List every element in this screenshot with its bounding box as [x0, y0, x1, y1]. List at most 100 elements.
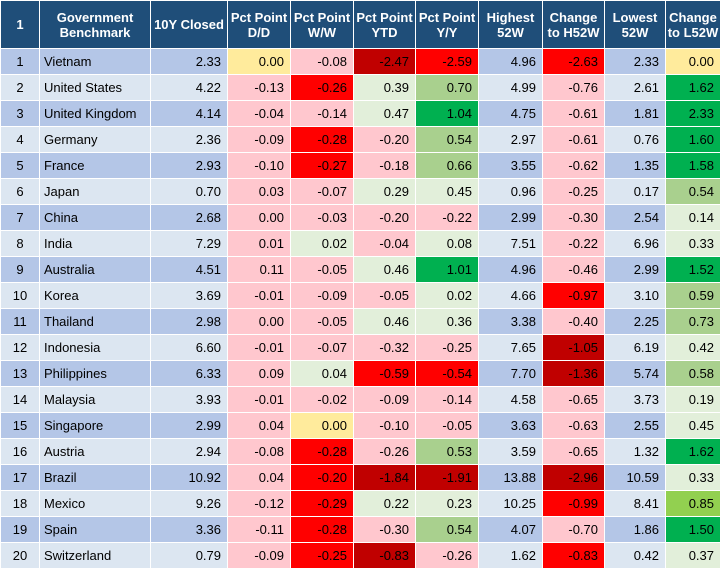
column-header-index: 1: [0, 0, 40, 49]
cell-ytd: 0.29: [353, 178, 416, 205]
cell-chg-high52: -0.30: [542, 204, 605, 231]
cell-low52: 0.76: [604, 126, 666, 153]
cell-ytd: -0.83: [353, 542, 416, 569]
cell-chg-high52: -0.22: [542, 230, 605, 257]
cell-ww: -0.28: [290, 516, 354, 543]
cell-ww: -0.28: [290, 438, 354, 465]
table-row: 18 Mexico 9.26 -0.12 -0.29 0.22 0.23 10.25 -0.99…: [0, 490, 720, 517]
cell-yy: 0.23: [415, 490, 479, 517]
table-body: 1 Vietnam 2.33 0.00 -0.08 -2.47 -2.59 4.96 -2.63…: [0, 48, 720, 569]
cell-high52: 4.07: [478, 516, 543, 543]
cell-dd: -0.13: [227, 74, 291, 101]
cell-dd: 0.00: [227, 48, 291, 75]
cell-chg-high52: -0.65: [542, 438, 605, 465]
table-row: 17 Brazil 10.92 0.04 -0.20 -1.84 -1.91 13.88 -2.…: [0, 464, 720, 491]
cell-country: Germany: [39, 126, 151, 153]
table-row: 2 United States 4.22 -0.13 -0.26 0.39 0.70 4.99…: [0, 74, 720, 101]
cell-dd: -0.04: [227, 100, 291, 127]
cell-high52: 7.70: [478, 360, 543, 387]
cell-low52: 0.42: [604, 542, 666, 569]
cell-yy: -0.05: [415, 412, 479, 439]
cell-ytd: -0.59: [353, 360, 416, 387]
cell-yy: 0.70: [415, 74, 479, 101]
cell-ytd: -0.26: [353, 438, 416, 465]
cell-low52: 0.17: [604, 178, 666, 205]
cell-chg-high52: -0.97: [542, 282, 605, 309]
cell-chg-high52: -0.70: [542, 516, 605, 543]
cell-index: 18: [0, 490, 40, 517]
cell-yy: -2.59: [415, 48, 479, 75]
cell-low52: 10.59: [604, 464, 666, 491]
cell-closed: 3.36: [150, 516, 228, 543]
cell-low52: 6.19: [604, 334, 666, 361]
cell-chg-high52: -2.63: [542, 48, 605, 75]
cell-low52: 1.81: [604, 100, 666, 127]
cell-closed: 2.68: [150, 204, 228, 231]
table-row: 16 Austria 2.94 -0.08 -0.28 -0.26 0.53 3.59 -0.6…: [0, 438, 720, 465]
cell-high52: 2.99: [478, 204, 543, 231]
column-header-dd: Pct Point D/D: [227, 0, 291, 49]
table-row: 8 India 7.29 0.01 0.02 -0.04 0.08 7.51 -0.22 6.96…: [0, 230, 720, 257]
cell-high52: 3.55: [478, 152, 543, 179]
cell-dd: 0.09: [227, 360, 291, 387]
cell-country: Spain: [39, 516, 151, 543]
table-row: 11 Thailand 2.98 0.00 -0.05 0.46 0.36 3.38 -0.40…: [0, 308, 720, 335]
cell-country: Philippines: [39, 360, 151, 387]
cell-dd: 0.04: [227, 464, 291, 491]
cell-low52: 1.86: [604, 516, 666, 543]
cell-country: United Kingdom: [39, 100, 151, 127]
cell-dd: -0.01: [227, 334, 291, 361]
cell-ytd: -0.32: [353, 334, 416, 361]
cell-ww: 0.00: [290, 412, 354, 439]
cell-high52: 4.96: [478, 48, 543, 75]
cell-closed: 7.29: [150, 230, 228, 257]
cell-country: Austria: [39, 438, 151, 465]
cell-chg-high52: -0.83: [542, 542, 605, 569]
cell-yy: 0.36: [415, 308, 479, 335]
cell-ww: -0.05: [290, 256, 354, 283]
cell-chg-low52: 0.59: [665, 282, 720, 309]
cell-chg-low52: 2.33: [665, 100, 720, 127]
cell-high52: 3.38: [478, 308, 543, 335]
cell-high52: 0.96: [478, 178, 543, 205]
cell-closed: 2.36: [150, 126, 228, 153]
cell-chg-low52: 0.54: [665, 178, 720, 205]
cell-ytd: -0.09: [353, 386, 416, 413]
cell-country: India: [39, 230, 151, 257]
cell-country: Indonesia: [39, 334, 151, 361]
cell-chg-high52: -1.05: [542, 334, 605, 361]
cell-dd: -0.08: [227, 438, 291, 465]
column-header-ytd: Pct Point YTD: [353, 0, 416, 49]
cell-dd: 0.11: [227, 256, 291, 283]
cell-ytd: -0.18: [353, 152, 416, 179]
cell-dd: 0.03: [227, 178, 291, 205]
column-header-ww: Pct Point W/W: [290, 0, 354, 49]
cell-closed: 3.93: [150, 386, 228, 413]
cell-index: 14: [0, 386, 40, 413]
cell-country: Malaysia: [39, 386, 151, 413]
cell-closed: 2.93: [150, 152, 228, 179]
cell-ytd: 0.46: [353, 308, 416, 335]
cell-dd: -0.09: [227, 542, 291, 569]
cell-index: 3: [0, 100, 40, 127]
cell-yy: 1.04: [415, 100, 479, 127]
cell-low52: 8.41: [604, 490, 666, 517]
cell-dd: -0.12: [227, 490, 291, 517]
cell-high52: 1.62: [478, 542, 543, 569]
cell-high52: 4.58: [478, 386, 543, 413]
cell-high52: 3.59: [478, 438, 543, 465]
cell-country: Brazil: [39, 464, 151, 491]
cell-ytd: -0.20: [353, 204, 416, 231]
cell-chg-high52: -1.36: [542, 360, 605, 387]
cell-index: 4: [0, 126, 40, 153]
cell-chg-high52: -0.63: [542, 412, 605, 439]
cell-ytd: 0.22: [353, 490, 416, 517]
cell-ytd: -0.10: [353, 412, 416, 439]
cell-country: Australia: [39, 256, 151, 283]
cell-country: China: [39, 204, 151, 231]
cell-ww: 0.04: [290, 360, 354, 387]
cell-yy: 0.02: [415, 282, 479, 309]
cell-ww: -0.03: [290, 204, 354, 231]
table-row: 7 China 2.68 0.00 -0.03 -0.20 -0.22 2.99 -0.30 2.…: [0, 204, 720, 231]
